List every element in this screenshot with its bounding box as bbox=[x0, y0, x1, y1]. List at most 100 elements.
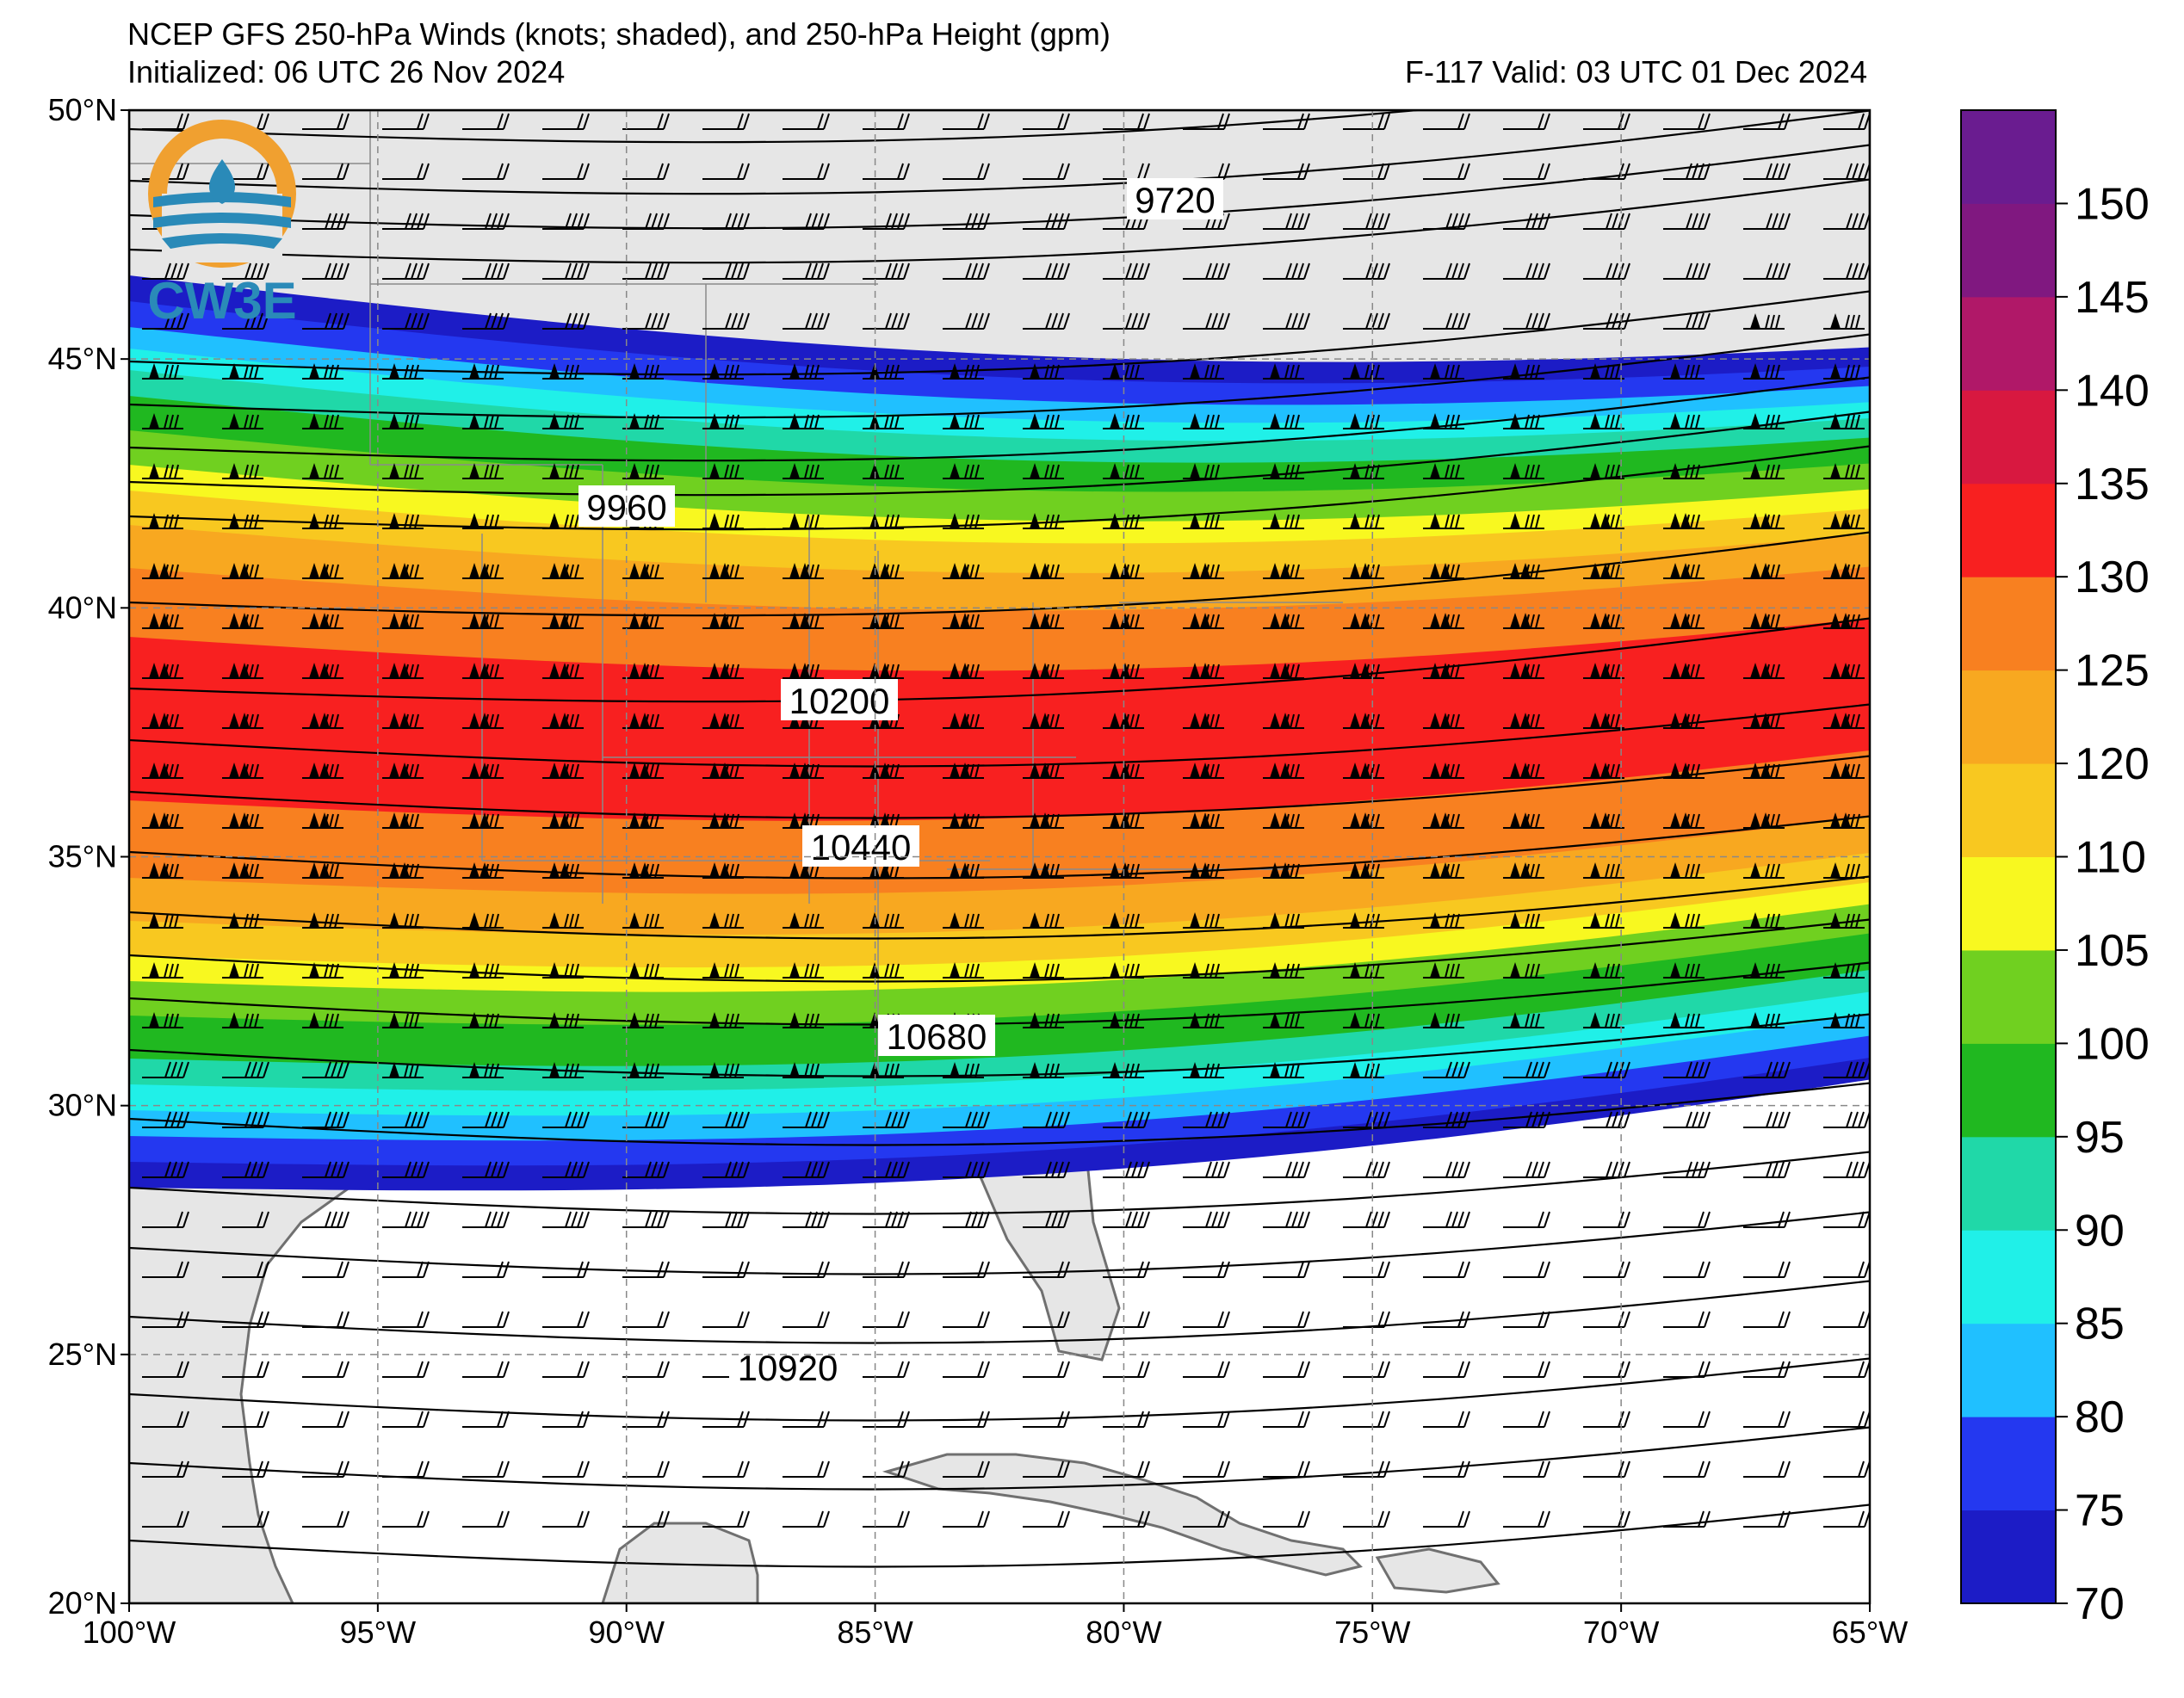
wind-barb bbox=[542, 862, 584, 879]
wind-barb bbox=[302, 962, 343, 979]
wind-barb bbox=[462, 1161, 510, 1178]
wind-barb bbox=[702, 1161, 750, 1178]
wind-barb bbox=[542, 613, 584, 629]
wind-barb bbox=[1343, 962, 1384, 979]
wind-barb bbox=[142, 312, 189, 330]
wind-barb bbox=[863, 1111, 910, 1128]
wind-barb bbox=[1423, 862, 1464, 879]
wind-barb bbox=[1663, 113, 1711, 130]
wind-barb bbox=[702, 713, 744, 729]
wind-barb bbox=[1263, 613, 1304, 629]
wind-barb bbox=[863, 763, 904, 779]
wind-barb bbox=[382, 1311, 430, 1328]
wind-barb bbox=[222, 613, 263, 629]
wind-barb bbox=[1663, 363, 1705, 380]
wind-barb bbox=[1423, 1012, 1464, 1028]
wind-barb bbox=[1343, 1510, 1390, 1528]
wind-barb bbox=[302, 513, 343, 529]
wind-barb bbox=[1023, 113, 1070, 130]
colorbar-segment bbox=[1961, 1230, 2056, 1324]
wind-barb bbox=[863, 312, 910, 330]
wind-barb bbox=[863, 463, 904, 479]
wind-barb bbox=[1183, 113, 1230, 130]
wind-barb bbox=[863, 262, 910, 280]
colorbar-segment bbox=[1961, 203, 2056, 298]
wind-barb bbox=[302, 1311, 350, 1328]
colorbar-tick-label: 75 bbox=[2075, 1486, 2125, 1536]
wind-barb bbox=[1823, 763, 1865, 779]
wind-barb bbox=[1343, 1411, 1390, 1428]
wind-barb bbox=[462, 463, 504, 479]
water-drop-icon bbox=[208, 159, 236, 204]
wind-barb bbox=[943, 563, 984, 579]
wind-barb bbox=[1183, 1510, 1230, 1528]
wind-barb bbox=[1263, 1161, 1310, 1178]
height-contour bbox=[129, 110, 1870, 195]
wind-barb bbox=[462, 413, 504, 429]
wind-barb bbox=[1423, 363, 1464, 380]
wind-barb bbox=[783, 113, 830, 130]
wind-barb bbox=[1583, 1460, 1630, 1478]
wind-barb bbox=[142, 1510, 189, 1528]
wind-barb bbox=[1263, 1012, 1304, 1028]
wind-barb bbox=[1663, 663, 1705, 679]
wind-barb bbox=[302, 363, 343, 380]
wind-barb bbox=[702, 463, 744, 479]
wind-barb bbox=[1503, 862, 1544, 879]
wind-barb bbox=[1743, 1061, 1791, 1078]
wind-barb bbox=[142, 663, 183, 679]
wind-barb bbox=[1343, 1261, 1390, 1278]
wind-barb bbox=[142, 1211, 189, 1228]
wind-barb bbox=[462, 1510, 510, 1528]
wind-barb bbox=[1103, 563, 1144, 579]
wind-barb bbox=[1103, 513, 1144, 529]
wind-barb bbox=[702, 563, 744, 579]
wind-barb bbox=[1023, 413, 1064, 429]
lon-tick-label: 80°W bbox=[1086, 1615, 1161, 1650]
height-contour bbox=[129, 815, 1870, 880]
wind-barb bbox=[1263, 1211, 1310, 1228]
contour-label: 10920 bbox=[738, 1348, 838, 1388]
wind-barb bbox=[142, 862, 183, 879]
wind-barb bbox=[1823, 213, 1870, 230]
wind-barb bbox=[1503, 312, 1550, 330]
wind-barb bbox=[622, 163, 670, 180]
wind-barb bbox=[1503, 213, 1550, 230]
wind-barb bbox=[1583, 413, 1624, 429]
lon-tick-label: 75°W bbox=[1334, 1615, 1410, 1650]
wind-barb bbox=[943, 613, 984, 629]
wind-barb bbox=[222, 262, 269, 280]
wind-barb bbox=[1823, 962, 1865, 979]
wind-barb bbox=[142, 1161, 189, 1178]
wind-barb bbox=[1423, 213, 1470, 230]
wind-barb bbox=[1343, 312, 1390, 330]
wind-barb bbox=[1663, 513, 1705, 529]
wind-barb bbox=[1423, 613, 1464, 629]
wind-barb bbox=[302, 163, 350, 180]
wind-barb bbox=[302, 1161, 350, 1178]
wind-barb bbox=[302, 413, 343, 429]
wind-barb bbox=[142, 1111, 189, 1128]
wind-barb bbox=[462, 363, 504, 380]
wind-barb bbox=[302, 862, 343, 879]
wind-barb bbox=[1423, 1111, 1470, 1128]
wind-barb bbox=[1423, 1061, 1470, 1078]
wind-barb bbox=[1503, 1460, 1550, 1478]
wind-barb bbox=[702, 912, 744, 929]
wind-barb bbox=[622, 713, 664, 729]
wind-barb bbox=[1023, 1111, 1070, 1128]
wind-barb bbox=[943, 1161, 990, 1178]
wind-barb bbox=[1263, 912, 1304, 929]
wind-barb bbox=[1743, 862, 1785, 879]
wind-barb bbox=[1023, 713, 1064, 729]
wind-barb bbox=[1183, 663, 1224, 679]
wind-barb bbox=[1423, 1510, 1470, 1528]
wind-barb bbox=[1423, 1460, 1470, 1478]
wind-barb bbox=[1503, 713, 1544, 729]
colorbar-tick-label: 85 bbox=[2075, 1300, 2125, 1349]
wind-barb bbox=[142, 1261, 189, 1278]
wind-barb bbox=[1023, 1411, 1070, 1428]
wind-barb bbox=[382, 1261, 430, 1278]
wind-barb bbox=[863, 163, 910, 180]
wind-barb bbox=[1423, 1211, 1470, 1228]
